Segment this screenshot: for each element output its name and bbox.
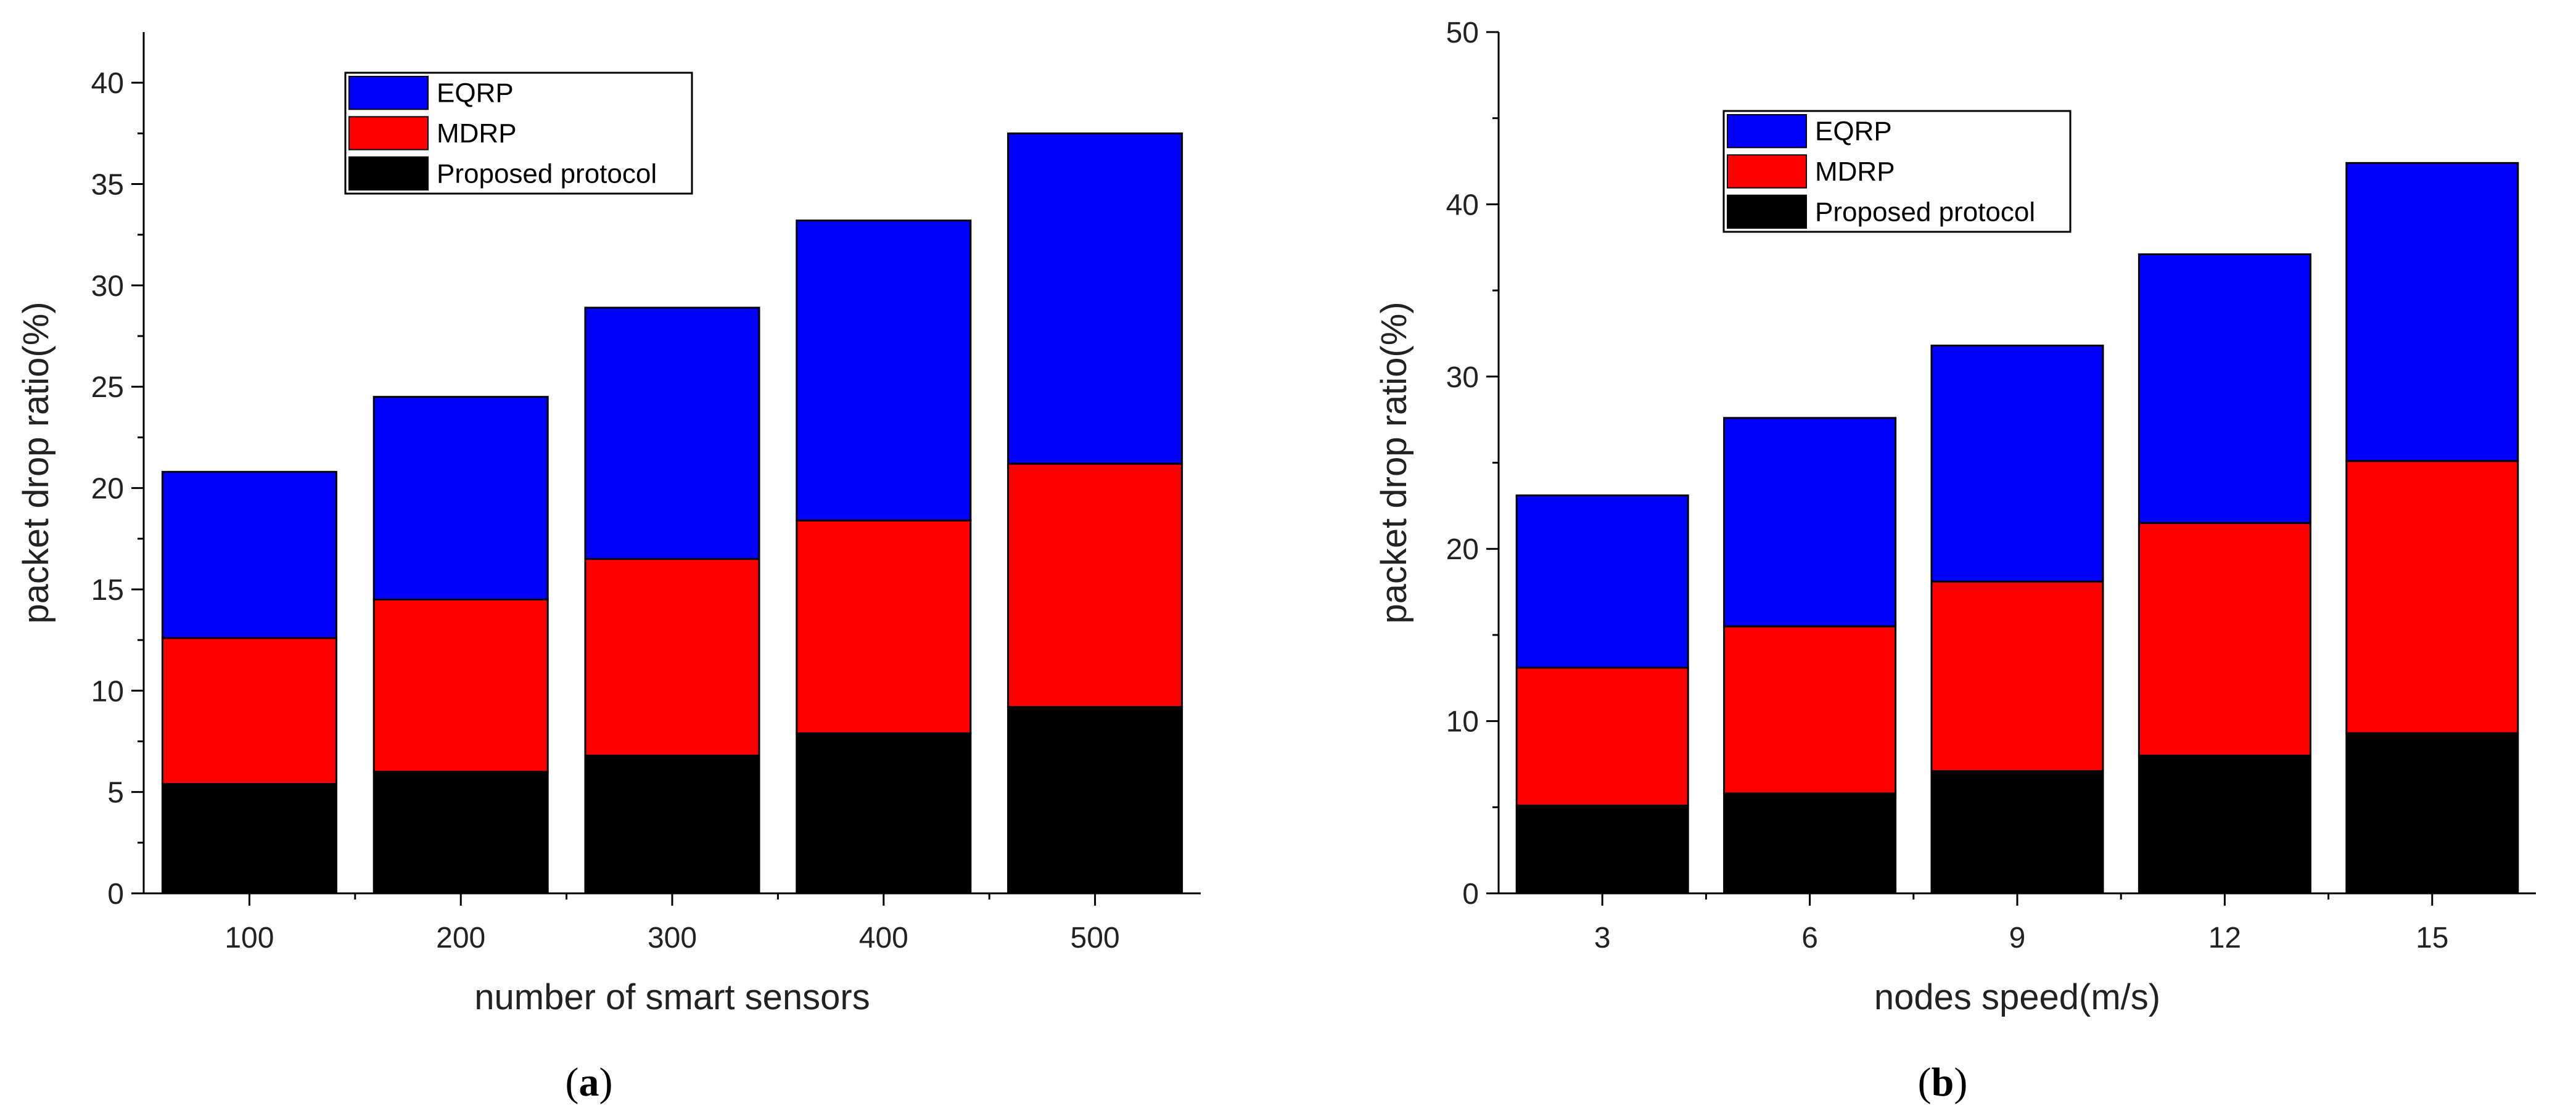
bar-proposed-protocol-15 xyxy=(2345,732,2519,895)
y-tick-label: 40 xyxy=(1446,189,1479,221)
legend: EQRP MDRP Proposed protocol xyxy=(1722,110,2072,233)
bar-mdrp-15 xyxy=(2345,460,2519,734)
x-axis-title: number of smart sensors xyxy=(474,977,870,1017)
bar-eqrp-100 xyxy=(161,470,337,639)
bar-proposed-protocol-12 xyxy=(2138,754,2311,895)
x-axis-title: nodes speed(m/s) xyxy=(1874,977,2160,1017)
bar-mdrp-12 xyxy=(2138,522,2311,756)
x-tick-label: 3 xyxy=(1594,922,1611,954)
legend-swatch-eqrp xyxy=(1727,114,1807,149)
y-tick-label: 35 xyxy=(91,169,124,202)
y-tick-label: 5 xyxy=(107,777,124,810)
x-tick-label: 6 xyxy=(1801,922,1818,954)
bar-mdrp-300 xyxy=(584,558,760,756)
y-tick-label: 15 xyxy=(91,574,124,607)
bar-proposed-protocol-300 xyxy=(584,754,760,895)
x-tick-label: 9 xyxy=(2009,922,2026,954)
legend-label-eqrp: EQRP xyxy=(1815,117,1892,147)
legend-swatch-mdrp xyxy=(348,116,429,150)
bar-mdrp-6 xyxy=(1723,625,1897,795)
bar-eqrp-12 xyxy=(2138,253,2311,524)
y-tick-label: 40 xyxy=(91,67,124,100)
bar-proposed-protocol-200 xyxy=(372,771,549,895)
y-tick-label: 10 xyxy=(91,675,124,708)
bar-proposed-protocol-100 xyxy=(161,782,337,895)
x-tick-label: 200 xyxy=(436,922,485,954)
legend-label-proposed-protocol: Proposed protocol xyxy=(1815,197,2035,227)
panel-label: (b) xyxy=(1918,1060,1968,1105)
bar-mdrp-9 xyxy=(1930,580,2104,773)
legend-label-mdrp: MDRP xyxy=(437,118,517,149)
bar-eqrp-3 xyxy=(1515,494,1689,669)
bar-eqrp-300 xyxy=(584,306,760,560)
bar-eqrp-9 xyxy=(1930,345,2104,583)
y-tick-label: 30 xyxy=(1446,361,1479,394)
bar-proposed-protocol-3 xyxy=(1515,805,1689,895)
bar-proposed-protocol-400 xyxy=(796,732,972,895)
legend-label-eqrp: EQRP xyxy=(437,78,514,109)
y-tick-label: 0 xyxy=(1462,878,1479,911)
bar-proposed-protocol-6 xyxy=(1723,792,1897,895)
y-tick-label: 20 xyxy=(1446,533,1479,566)
x-tick-label: 15 xyxy=(2416,922,2448,954)
bar-eqrp-400 xyxy=(796,219,972,522)
y-tick-label: 50 xyxy=(1446,17,1479,49)
bar-eqrp-200 xyxy=(372,396,549,600)
bar-proposed-protocol-500 xyxy=(1007,706,1183,895)
y-tick-label: 25 xyxy=(91,371,124,404)
x-tick-label: 500 xyxy=(1071,922,1120,954)
legend-label-proposed-protocol: Proposed protocol xyxy=(437,158,657,189)
bar-eqrp-15 xyxy=(2345,162,2519,462)
bar-mdrp-100 xyxy=(161,637,337,785)
bar-mdrp-200 xyxy=(372,598,549,773)
legend-swatch-proposed-protocol xyxy=(348,156,429,191)
legend-swatch-eqrp xyxy=(348,76,429,110)
y-tick-label: 30 xyxy=(91,270,124,303)
panel-label: (a) xyxy=(566,1060,613,1105)
chart-panel-a: 0 5 10 15 20 25 30 35 40 100 200 300 400 500 number of… xyxy=(16,32,1201,1105)
bar-mdrp-500 xyxy=(1007,462,1183,708)
legend-swatch-proposed-protocol xyxy=(1727,194,1807,229)
bar-mdrp-3 xyxy=(1515,666,1689,807)
y-axis-title: packet drop ratio(%) xyxy=(1374,301,1414,623)
legend-swatch-mdrp xyxy=(1727,154,1807,189)
chart-panel-b: 0 10 20 30 40 50 3 6 9 12 15 nodes speed(m/s) packet… xyxy=(1374,17,2536,1105)
bar-eqrp-500 xyxy=(1007,132,1183,465)
x-tick-label: 100 xyxy=(224,922,274,954)
bar-mdrp-400 xyxy=(796,519,972,734)
bar-proposed-protocol-9 xyxy=(1930,770,2104,895)
y-tick-label: 10 xyxy=(1446,706,1479,739)
x-tick-label: 400 xyxy=(859,922,908,954)
legend: EQRP MDRP Proposed protocol xyxy=(344,72,693,195)
y-axis-title: packet drop ratio(%) xyxy=(16,301,56,623)
y-tick-label: 20 xyxy=(91,473,124,506)
x-tick-label: 300 xyxy=(648,922,697,954)
x-tick-label: 12 xyxy=(2208,922,2241,954)
bar-eqrp-6 xyxy=(1723,417,1897,628)
y-tick-label: 0 xyxy=(107,878,124,911)
legend-label-mdrp: MDRP xyxy=(1815,157,1895,187)
